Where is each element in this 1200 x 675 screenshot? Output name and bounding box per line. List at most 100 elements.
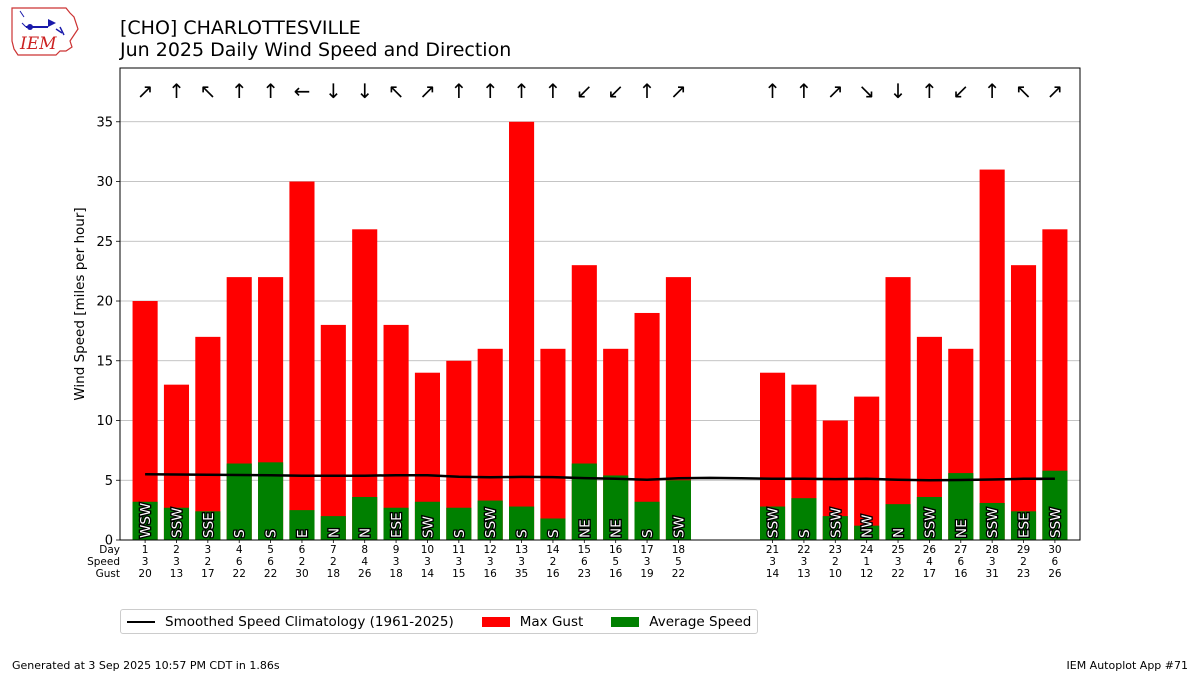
x-day-label: 7 (330, 544, 337, 556)
bar-average-speed (320, 516, 346, 540)
x-speed-label: 3 (424, 556, 431, 568)
direction-arrow: ↗ (137, 79, 154, 103)
x-gust-label: 22 (264, 568, 277, 580)
x-speed-label: 3 (393, 556, 400, 568)
x-gust-label: 19 (640, 568, 653, 580)
x-gust-label: 14 (766, 568, 780, 580)
direction-arrow: ↑ (545, 79, 562, 103)
row-label: Gust (96, 568, 120, 580)
direction-label: E (295, 529, 311, 538)
direction-label: NW (860, 515, 876, 538)
x-speed-label: 3 (518, 556, 525, 568)
direction-arrow: ↓ (890, 79, 907, 103)
bar-max-gust (1010, 265, 1037, 540)
direction-arrow: ↑ (231, 79, 248, 103)
bar-average-speed (634, 501, 660, 540)
x-day-label: 11 (452, 544, 465, 556)
legend-item-average-speed: Average Speed (611, 614, 751, 630)
direction-label: S (264, 529, 280, 538)
bar-average-speed (477, 500, 503, 540)
direction-label: N (326, 528, 342, 538)
bar-average-speed (665, 480, 691, 540)
direction-arrow: ↙ (576, 79, 593, 103)
x-gust-label: 35 (515, 568, 528, 580)
row-label: Speed (87, 556, 120, 568)
bar-average-speed (383, 507, 409, 540)
bar-average-speed (822, 516, 848, 540)
direction-arrow: ← (294, 79, 311, 103)
direction-label: SSW (169, 508, 185, 539)
bar-average-speed (352, 496, 378, 540)
x-speed-label: 5 (675, 556, 682, 568)
x-speed-label: 6 (1052, 556, 1059, 568)
x-speed-label: 5 (612, 556, 619, 568)
bar-average-speed (446, 507, 472, 540)
legend-label-max-gust: Max Gust (519, 613, 584, 630)
x-speed-label: 3 (455, 556, 462, 568)
x-gust-label: 16 (609, 568, 623, 580)
plot-frame (119, 67, 1081, 541)
legend-label-average-speed: Average Speed (649, 613, 752, 630)
legend-gust-swatch (481, 616, 510, 627)
bar-max-gust (320, 324, 346, 540)
x-day-label: 21 (766, 544, 779, 556)
bar-average-speed (791, 498, 817, 540)
direction-arrow: ↓ (356, 79, 373, 103)
x-day-label: 8 (361, 544, 368, 556)
y-tick-label: 5 (105, 474, 113, 489)
direction-label: S (515, 529, 531, 538)
direction-label: NE (609, 519, 625, 538)
bar-max-gust (854, 396, 880, 540)
direction-arrow: ↑ (482, 79, 499, 103)
direction-label: SSW (985, 508, 1001, 539)
x-speed-label: 4 (926, 556, 933, 568)
x-day-label: 5 (267, 544, 274, 556)
x-speed-label: 1 (863, 556, 870, 568)
direction-label: S (232, 529, 248, 538)
logo-text: IEM (19, 34, 57, 54)
bar-average-speed (163, 507, 190, 540)
direction-label: S (640, 529, 656, 538)
row-label: Day (99, 544, 120, 556)
y-tick-label: 0 (105, 534, 113, 549)
legend-avg-swatch (611, 616, 640, 627)
y-tick-label: 20 (96, 295, 113, 310)
x-gust-label: 16 (546, 568, 560, 580)
y-axis-label: Wind Speed [miles per hour] (72, 207, 88, 400)
direction-label: S (452, 529, 468, 538)
x-day-label: 13 (515, 544, 528, 556)
x-gust-label: 14 (421, 568, 435, 580)
direction-arrow: ↑ (984, 79, 1001, 103)
bar-average-speed (132, 501, 158, 540)
direction-label: SSW (1048, 508, 1064, 539)
x-speed-label: 2 (550, 556, 557, 568)
y-tick-label: 30 (96, 175, 113, 190)
x-speed-label: 6 (267, 556, 274, 568)
legend-item-max-gust: Max Gust (481, 613, 584, 630)
x-gust-label: 17 (923, 568, 936, 580)
bar-average-speed (195, 511, 221, 540)
y-tick-label: 35 (96, 115, 113, 130)
direction-label: WSW (138, 503, 154, 538)
x-gust-label: 18 (327, 568, 340, 580)
iem-logo: IEM (11, 7, 79, 56)
x-day-label: 16 (609, 544, 623, 556)
bar-average-speed (289, 510, 315, 540)
bar-average-speed (1042, 470, 1068, 540)
bar-max-gust (509, 121, 535, 540)
direction-arrow: ↙ (952, 79, 969, 103)
direction-arrow: ↑ (513, 79, 530, 103)
direction-arrow: ↗ (827, 79, 844, 103)
y-tick-label: 10 (96, 414, 113, 429)
x-speed-label: 2 (330, 556, 337, 568)
bar-average-speed (854, 525, 880, 540)
x-day-label: 15 (578, 544, 591, 556)
bar-max-gust (979, 169, 1005, 540)
x-day-label: 12 (484, 544, 497, 556)
direction-arrow: ↑ (764, 79, 781, 103)
x-speed-label: 2 (204, 556, 211, 568)
x-gust-label: 23 (578, 568, 591, 580)
direction-arrow: ↗ (670, 79, 687, 103)
direction-label: NE (954, 519, 970, 538)
x-day-label: 24 (860, 544, 874, 556)
